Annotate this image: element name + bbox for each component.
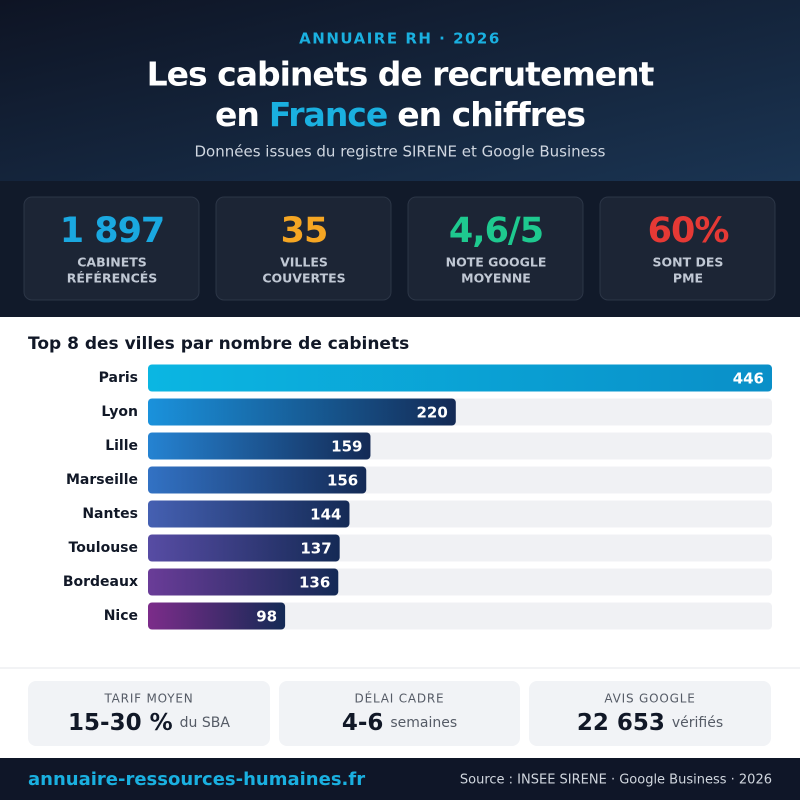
stat-label: NOTE GOOGLE <box>446 255 547 270</box>
category-label: Toulouse <box>69 540 139 556</box>
fact-unit: du SBA <box>180 715 231 731</box>
category-label: Lyon <box>101 404 138 420</box>
title: en France en chiffres <box>215 95 585 134</box>
value-label: 156 <box>327 472 358 490</box>
title-part: en <box>215 95 259 134</box>
fact-text: 22 653 vérifiés <box>577 710 723 736</box>
value-label: 98 <box>256 608 277 626</box>
stat-value: 4,6/5 <box>449 211 543 251</box>
category-label: Nantes <box>82 506 138 522</box>
footer-bg <box>0 758 800 800</box>
value-label: 159 <box>331 438 362 456</box>
category-label: Nice <box>104 608 138 624</box>
fact-card <box>279 681 520 746</box>
stat-card <box>407 196 584 301</box>
footer-url: annuaire-ressources-humaines.fr <box>28 769 365 790</box>
fact-card <box>28 681 270 746</box>
kicker: ANNUAIRE RH · 2026 <box>299 30 501 48</box>
category-label: Bordeaux <box>63 574 138 590</box>
bar-track <box>148 602 772 630</box>
stat-label: PME <box>673 271 703 286</box>
value-label: 220 <box>416 404 447 422</box>
bar <box>148 398 456 426</box>
fact-value: 22 653 <box>577 710 665 736</box>
title-highlight: France <box>269 95 387 134</box>
title-part: en chiffres <box>397 95 585 134</box>
stat-label: MOYENNE <box>461 271 531 286</box>
stat-label: VILLES <box>280 255 328 270</box>
stat-value: 1 897 <box>60 211 165 251</box>
bar <box>148 500 350 528</box>
fact-unit: vérifiés <box>672 715 723 731</box>
stat-label: SONT DES <box>653 255 724 270</box>
category-label: Marseille <box>66 472 138 488</box>
stat-label: RÉFÉRENCÉS <box>67 271 158 286</box>
bar <box>148 466 367 494</box>
fact-unit: semaines <box>390 715 457 731</box>
fact-label: DÉLAI CADRE <box>355 691 445 706</box>
value-label: 144 <box>310 506 341 524</box>
stat-value: 35 <box>281 211 328 251</box>
bar <box>148 432 371 460</box>
stat-value: 60% <box>648 211 729 251</box>
stat-card <box>599 196 776 301</box>
fact-value: 15-30 % <box>68 710 173 736</box>
value-label: 136 <box>299 574 330 592</box>
stat-card <box>23 196 200 301</box>
value-label: 137 <box>300 540 331 558</box>
bar <box>148 568 339 596</box>
fact-label: TARIF MOYEN <box>103 692 193 706</box>
fact-label: AVIS GOOGLE <box>604 692 695 706</box>
stat-card <box>215 196 392 301</box>
bar <box>148 602 286 630</box>
fact-text: 4-6 semaines <box>342 710 457 736</box>
value-label: 446 <box>733 370 764 388</box>
header-bg <box>0 0 800 181</box>
category-label: Lille <box>105 438 138 454</box>
stat-label: COUVERTES <box>262 271 345 286</box>
fact-card <box>529 681 771 746</box>
category-label: Paris <box>99 370 138 386</box>
chart-title: Top 8 des villes par nombre de cabinets <box>28 334 409 354</box>
bar <box>148 364 772 392</box>
fact-value: 4-6 <box>342 710 384 736</box>
subtitle: Données issues du registre SIRENE et Goo… <box>195 143 606 161</box>
fact-text: 15-30 % du SBA <box>68 710 230 736</box>
bar <box>148 534 340 562</box>
title: Les cabinets de recrutement <box>147 55 655 94</box>
stat-label: CABINETS <box>77 255 147 270</box>
footer-source: Source : INSEE SIRENE · Google Business … <box>460 773 772 788</box>
